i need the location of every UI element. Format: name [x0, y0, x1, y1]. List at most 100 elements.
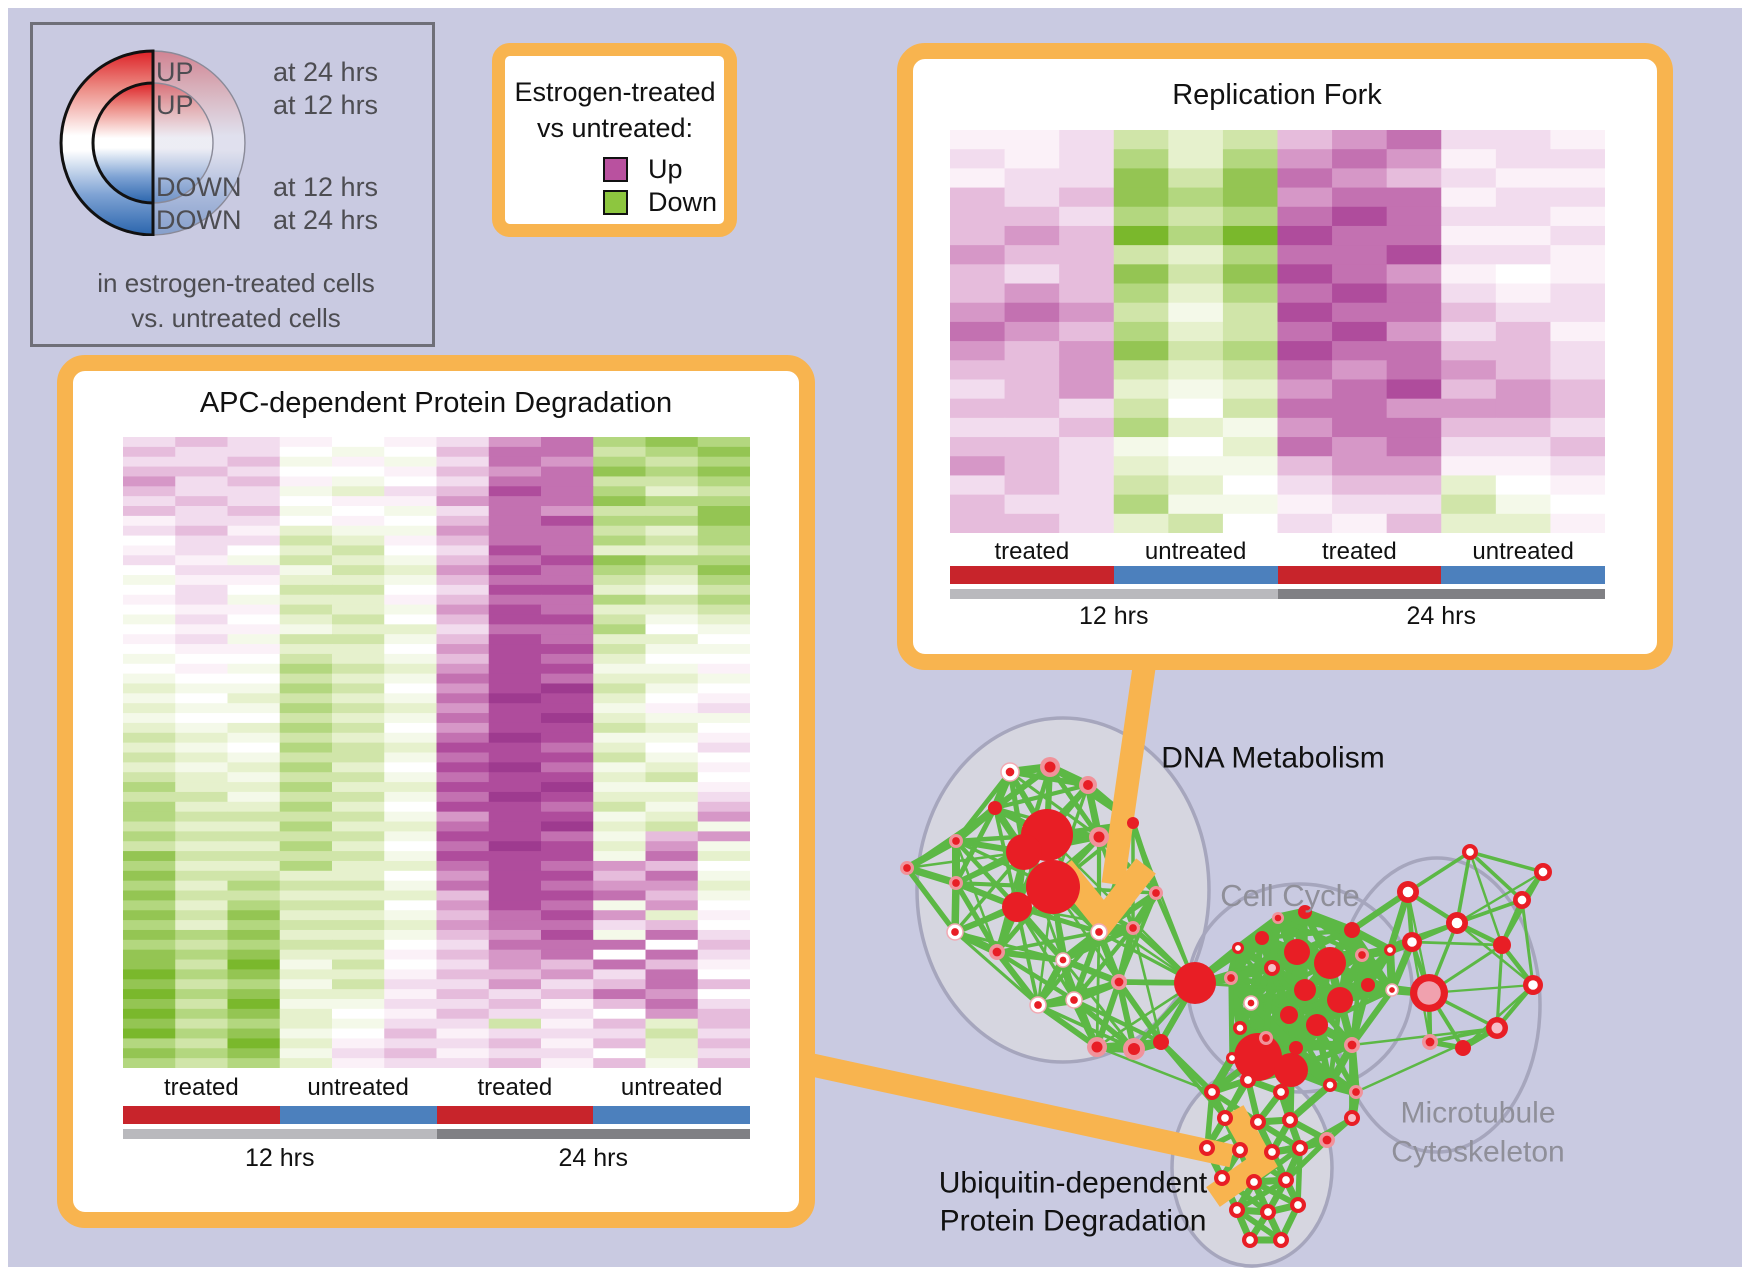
heatmap-cell [541, 604, 594, 616]
apc-time-labels: 12 hrs 24 hrs [123, 1144, 750, 1173]
network-node [1455, 1040, 1471, 1056]
time-bar [436, 1129, 750, 1139]
heatmap-cell [123, 732, 176, 744]
heatmap-cell [227, 811, 281, 823]
heatmap-cell [384, 998, 438, 1010]
heatmap-cell [227, 791, 281, 803]
heatmap-cell [541, 545, 594, 556]
network-node-center [1348, 1114, 1356, 1122]
heatmap-cell [488, 959, 542, 971]
heatmap-cell [645, 791, 699, 803]
heatmap-cell [1059, 206, 1115, 227]
heatmap-cell [175, 939, 229, 951]
heatmap-cell [488, 1038, 542, 1049]
heatmap-cell [279, 614, 333, 625]
heatmap-cell [436, 634, 490, 645]
heatmap-cell [279, 989, 333, 1000]
heatmap-cell [227, 456, 281, 468]
heatmap-cell [175, 466, 229, 478]
heatmap-cell [123, 525, 176, 537]
heatmap-cell [593, 565, 647, 576]
heatmap-cell [227, 683, 281, 694]
heatmap-cell [488, 831, 542, 842]
heatmap-cell [645, 989, 699, 1000]
untreated-bar [279, 1106, 437, 1124]
heatmap-cell [645, 979, 699, 990]
heatmap-cell [541, 929, 594, 941]
ring-legend-caption-line2: vs. untreated cells [131, 303, 341, 333]
heatmap-cell [488, 624, 542, 635]
heatmap-cell [227, 939, 281, 951]
heatmap-cell [332, 1038, 385, 1049]
heatmap-cell [436, 1008, 490, 1020]
heatmap-cell [1004, 417, 1060, 438]
heatmap-cell [332, 693, 385, 704]
heatmap-cell [488, 594, 542, 606]
heatmap-cell [1332, 302, 1388, 323]
heatmap-cell [175, 979, 229, 990]
heatmap-cell [123, 663, 176, 675]
network-node [1129, 924, 1137, 932]
cluster-label-microtubule-line1: Microtubule [1400, 1096, 1556, 1130]
heatmap-cell [1004, 302, 1060, 323]
heatmap-cell [175, 791, 229, 803]
network-edge [1456, 870, 1544, 925]
heatmap-cell [541, 782, 594, 793]
heatmap-cell [1222, 417, 1279, 438]
network-edge [1295, 1041, 1353, 1052]
heatmap-cell [593, 506, 647, 517]
heatmap-cell [541, 693, 594, 704]
heatmap-cell [1332, 475, 1388, 496]
heatmap-cell [697, 466, 750, 478]
heatmap-cell [279, 851, 333, 862]
heatmap-cell [227, 624, 281, 635]
heatmap-cell [697, 979, 750, 990]
heatmap-cell [645, 801, 699, 813]
heatmap-cell [384, 545, 438, 556]
heatmap-cell [175, 851, 229, 862]
heatmap-cell [1113, 341, 1169, 361]
heatmap-cell [645, 880, 699, 892]
network-node-center [1235, 945, 1241, 951]
heatmap-cell [1277, 206, 1333, 227]
network-edge [953, 930, 1040, 1007]
heatmap-cell [1386, 264, 1442, 285]
heatmap-cell [279, 811, 333, 823]
heatmap-cell [279, 772, 333, 783]
heatmap-cell [175, 1058, 229, 1068]
heatmap-cell [436, 594, 490, 606]
heatmap-cell [123, 604, 176, 616]
heatmap-cell [1168, 417, 1224, 438]
network-edge [1287, 1082, 1333, 1123]
heatmap-cell [541, 831, 594, 842]
network-node-center [1294, 1201, 1302, 1209]
heatmap-cell [541, 821, 594, 832]
heatmap-cell [697, 1038, 750, 1049]
apc-group-bars [123, 1106, 750, 1124]
heatmap-cell [1113, 379, 1169, 400]
heatmap-cell [645, 900, 699, 911]
heatmap-cell [279, 634, 333, 645]
network-edge [1095, 931, 1101, 1048]
heatmap-cell [1550, 456, 1605, 477]
heatmap-cell [175, 1008, 229, 1020]
heatmap-cell [227, 959, 281, 971]
heatmap-cell [227, 979, 281, 990]
heatmap-cell [227, 841, 281, 852]
heatmap-cell [697, 762, 750, 773]
heatmap-cell [488, 1018, 542, 1030]
heatmap-cell [279, 713, 333, 724]
heatmap-cell [1222, 398, 1279, 419]
heatmap-cell [1495, 149, 1552, 169]
heatmap-cell [541, 1038, 594, 1049]
heatmap-cell [593, 989, 647, 1000]
heatmap-cell [227, 752, 281, 763]
heatmap-cell [645, 910, 699, 921]
heatmap-cell [1277, 513, 1333, 533]
heatmap-cell [593, 969, 647, 980]
heatmap-cell [436, 782, 490, 793]
heatmap-cell [1386, 302, 1442, 323]
heatmap-cell [1168, 341, 1224, 361]
heatmap-cell [227, 900, 281, 911]
updown-legend-items: Up Down [603, 154, 717, 222]
